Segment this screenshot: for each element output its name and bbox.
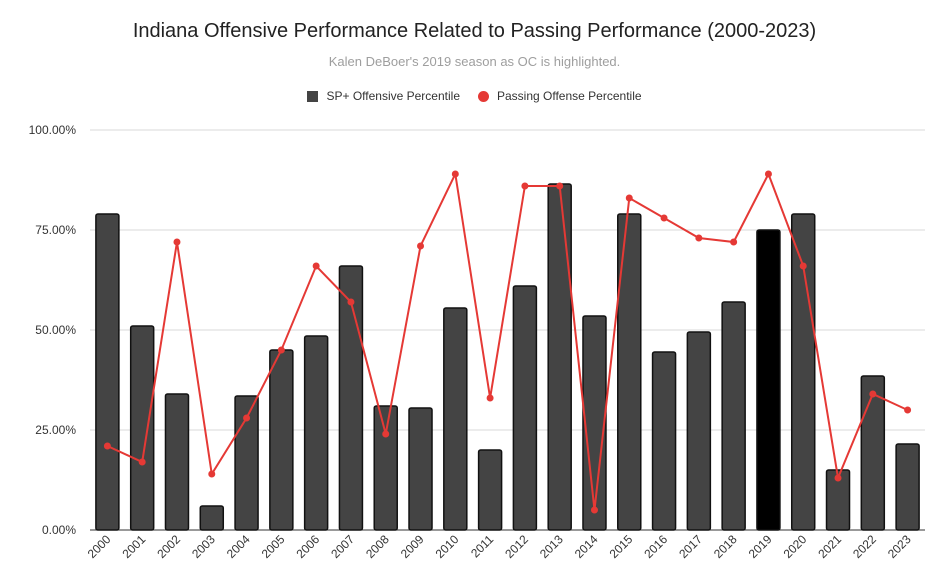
line-point <box>173 238 181 246</box>
line-point <box>243 414 251 422</box>
bar <box>199 505 225 531</box>
bar <box>129 325 155 531</box>
x-tick-label: 2017 <box>676 532 705 561</box>
x-tick-label: 2001 <box>120 532 149 561</box>
x-tick-label: 2004 <box>224 532 253 561</box>
bar <box>164 393 190 531</box>
bar <box>234 395 259 531</box>
x-tick-label: 2018 <box>711 532 740 561</box>
chart-subtitle: Kalen DeBoer's 2019 season as OC is high… <box>328 54 621 69</box>
bar <box>303 335 329 531</box>
line-point <box>382 430 390 438</box>
line-point <box>556 182 564 190</box>
bar <box>373 405 398 531</box>
x-tick-label: 2003 <box>189 532 218 561</box>
legend-label-sp-plus: SP+ Offensive Percentile <box>326 89 460 103</box>
y-tick-label: 25.00% <box>35 423 76 437</box>
x-tick-label: 2012 <box>502 532 531 561</box>
x-tick-label: 2000 <box>85 532 114 561</box>
line-point <box>799 262 807 270</box>
x-tick-label: 2022 <box>850 532 879 561</box>
passing-line <box>106 170 909 511</box>
bar <box>860 375 886 531</box>
legend-item-sp-plus[interactable]: SP+ Offensive Percentile <box>307 89 460 103</box>
chart-title: Indiana Offensive Performance Related to… <box>132 20 817 42</box>
line-point <box>764 170 772 178</box>
bar <box>547 183 572 531</box>
bar <box>825 469 851 531</box>
y-tick-label: 75.00% <box>35 223 76 237</box>
x-tick-label: 2009 <box>398 532 427 561</box>
bar <box>721 301 746 531</box>
line-point <box>695 234 703 242</box>
line-point <box>347 298 355 306</box>
line-point <box>904 406 912 414</box>
x-tick-label: 2013 <box>537 532 566 561</box>
line-point <box>138 458 146 466</box>
bar <box>512 285 538 531</box>
line-point <box>277 346 285 354</box>
legend-label-passing: Passing Offense Percentile <box>497 89 642 103</box>
legend-square-icon <box>307 90 319 102</box>
line-point <box>417 242 425 250</box>
bar <box>582 315 607 531</box>
line-point <box>834 474 842 482</box>
bar <box>269 349 294 531</box>
line-point <box>869 390 877 398</box>
line-point <box>312 262 320 270</box>
x-tick-label: 2019 <box>746 532 775 561</box>
x-tick-label: 2021 <box>815 532 844 561</box>
line-point <box>730 238 738 246</box>
line-point <box>590 506 598 514</box>
bar <box>443 307 468 531</box>
bar <box>477 449 503 531</box>
bar-highlighted <box>756 229 781 531</box>
line-point <box>486 394 494 402</box>
y-tick-label: 0.00% <box>42 523 76 537</box>
x-tick-label: 2015 <box>607 532 636 561</box>
legend-circle-icon <box>478 90 489 102</box>
chart-legend: SP+ Offensive Percentile Passing Offense… <box>0 89 949 103</box>
line-point <box>625 194 633 202</box>
bar <box>95 213 120 531</box>
x-tick-label: 2005 <box>259 532 288 561</box>
bar <box>338 265 364 531</box>
line-point <box>103 442 111 450</box>
bar <box>686 331 712 531</box>
bar <box>895 443 920 531</box>
x-tick-label: 2006 <box>293 532 322 561</box>
x-tick-label: 2011 <box>468 532 496 560</box>
x-tick-label: 2020 <box>781 532 810 561</box>
x-tick-label: 2007 <box>328 532 357 561</box>
bar <box>617 213 642 531</box>
y-tick-label: 100.00% <box>29 123 77 137</box>
x-tick-label: 2008 <box>363 532 392 561</box>
x-tick-label: 2016 <box>641 532 670 561</box>
line-point <box>660 214 668 222</box>
bar <box>790 213 816 531</box>
x-tick-label: 2010 <box>433 532 462 561</box>
x-tick-label: 2002 <box>154 532 183 561</box>
legend-item-passing[interactable]: Passing Offense Percentile <box>478 89 642 103</box>
line-point <box>451 170 459 178</box>
x-tick-label: 2023 <box>885 532 914 561</box>
bar <box>651 351 677 531</box>
x-tick-label: 2014 <box>572 532 601 561</box>
bar <box>408 407 433 531</box>
line-point <box>208 470 216 478</box>
y-tick-label: 50.00% <box>35 323 76 337</box>
line-point <box>521 182 529 190</box>
